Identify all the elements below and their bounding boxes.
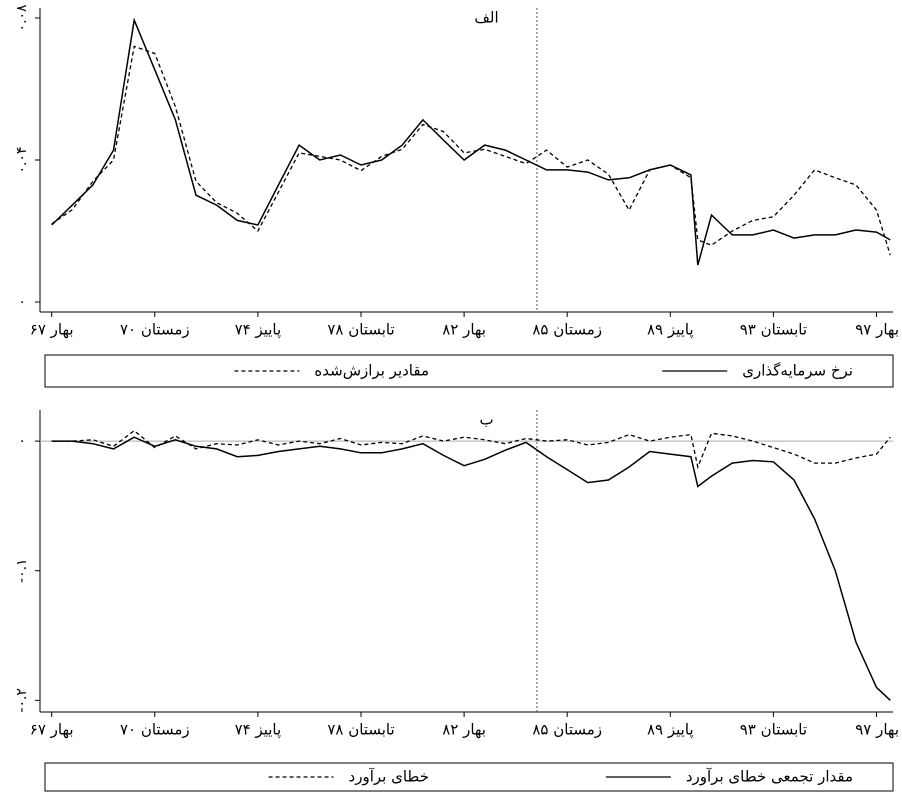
x-tick-label: پاییز ۷۴ bbox=[235, 721, 282, 740]
x-tick-label: تابستان ۹۳ bbox=[740, 721, 807, 739]
y-tick-label: -۰.۲ bbox=[14, 688, 30, 713]
legend-box bbox=[44, 762, 894, 792]
x-tick-label: پاییز ۸۹ bbox=[647, 721, 694, 740]
x-tick-label: بهار ۶۷ bbox=[30, 321, 74, 339]
x-tick-label: بهار ۹۷ bbox=[855, 721, 899, 739]
x-tick-label: پاییز ۷۴ bbox=[235, 321, 282, 340]
legend-label: مقدار تجمعی خطای برآورد bbox=[686, 768, 853, 786]
series-line bbox=[51, 436, 891, 701]
x-tick-label: تابستان ۹۳ bbox=[740, 321, 807, 339]
x-tick-label: زمستان ۸۵ bbox=[532, 321, 602, 339]
x-tick-label: پاییز ۸۹ bbox=[647, 321, 694, 340]
y-tick-label: ۰.۰۸ bbox=[14, 4, 30, 31]
series-line bbox=[51, 17, 891, 266]
x-tick-label: بهار ۸۲ bbox=[442, 321, 486, 339]
y-tick-label: ۰ bbox=[14, 298, 30, 306]
x-tick-label: بهار ۶۷ bbox=[30, 721, 74, 739]
legend-box bbox=[44, 354, 894, 388]
x-tick-label: زمستان ۷۰ bbox=[120, 321, 190, 339]
series-line bbox=[51, 429, 891, 470]
legend-label: نرخ سرمایه‌گذاری bbox=[742, 362, 853, 380]
x-tick-label: بهار ۹۷ bbox=[855, 321, 899, 339]
x-tick-label: زمستان ۸۵ bbox=[532, 721, 602, 739]
y-tick-label: -۰.۱ bbox=[14, 558, 30, 583]
y-tick-label: ۰.۰۴ bbox=[14, 146, 30, 173]
panel-title: ب bbox=[479, 411, 493, 429]
x-tick-label: تابستان ۷۸ bbox=[327, 721, 394, 739]
legend-label: خطای برآورد bbox=[349, 768, 429, 786]
panel-title: الف bbox=[474, 9, 498, 27]
y-tick-label: ۰ bbox=[14, 437, 30, 445]
series-line bbox=[51, 45, 891, 256]
x-tick-label: زمستان ۷۰ bbox=[120, 721, 190, 739]
legend-label: مقادیر برازش‌شده bbox=[314, 362, 429, 380]
x-tick-label: بهار ۸۲ bbox=[442, 721, 486, 739]
x-tick-label: تابستان ۷۸ bbox=[327, 321, 394, 339]
